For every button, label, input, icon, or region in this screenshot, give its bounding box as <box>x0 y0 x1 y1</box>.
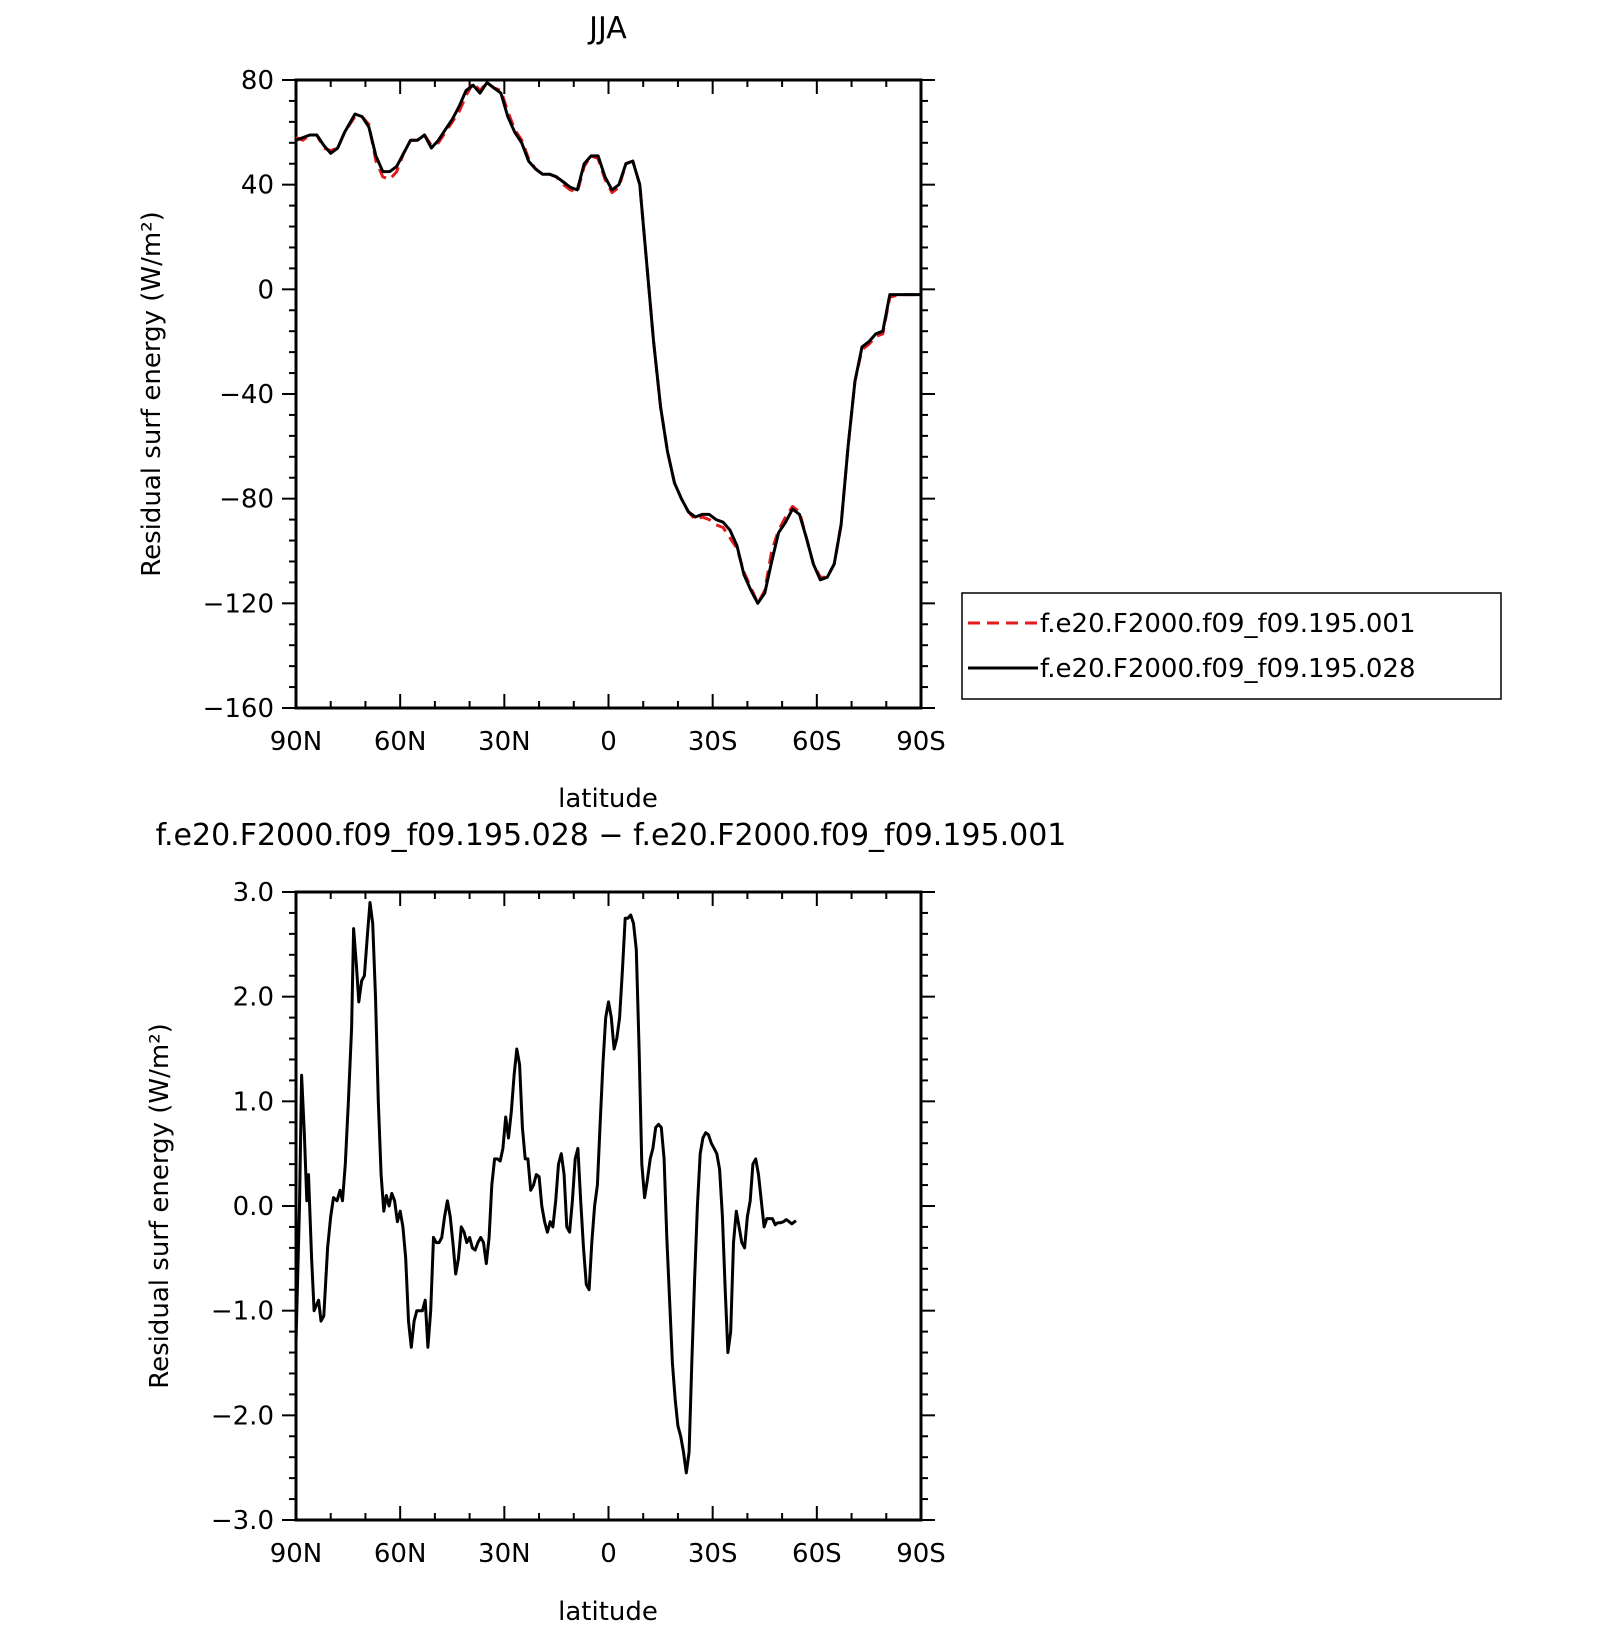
x-tick-label: 60S <box>792 727 842 757</box>
y-tick-label: 0 <box>257 275 274 305</box>
top-plot-frame <box>294 78 923 710</box>
x-tick-label: 0 <box>600 1539 617 1569</box>
x-tick-label: 0 <box>600 727 617 757</box>
bottom-y-axis-title: Residual surf energy (W/m²) <box>145 1023 175 1389</box>
bottom-panel: f.e20.F2000.f09_f09.195.028 − f.e20.F200… <box>145 818 1066 1627</box>
top-series-group <box>295 81 921 605</box>
x-tick-label: 30S <box>688 727 738 757</box>
y-tick-label: −40 <box>219 380 274 410</box>
y-tick-label: 2.0 <box>233 983 274 1013</box>
data-series-line-2 <box>295 81 921 605</box>
bottom-series-group <box>294 901 797 1475</box>
x-tick-label: 90N <box>270 727 323 757</box>
top-tick-marks <box>282 79 935 709</box>
top-chart-title: JJA <box>587 11 627 46</box>
x-tick-label: 30N <box>478 727 531 757</box>
x-tick-label: 90S <box>896 727 946 757</box>
legend-label-series-1: f.e20.F2000.f09_f09.195.001 <box>1040 609 1416 639</box>
y-tick-label: 0.0 <box>233 1192 274 1222</box>
bottom-plot-frame <box>294 890 923 1522</box>
y-tick-label: −2.0 <box>211 1401 274 1431</box>
bottom-chart-title: f.e20.F2000.f09_f09.195.028 − f.e20.F200… <box>156 818 1067 853</box>
data-series-line-1 <box>294 901 797 1475</box>
y-tick-label: −160 <box>203 694 274 724</box>
data-series-line-1 <box>295 81 921 605</box>
x-tick-label: 30S <box>688 1539 738 1569</box>
top-y-axis-title: Residual surf energy (W/m²) <box>137 211 167 577</box>
y-tick-label: 3.0 <box>233 878 274 908</box>
x-tick-label: 60N <box>374 1539 427 1569</box>
y-tick-label: −120 <box>203 589 274 619</box>
y-tick-label: 40 <box>241 171 274 201</box>
top-x-axis-title: latitude <box>558 784 658 814</box>
x-tick-label: 60S <box>792 1539 842 1569</box>
top-legend: f.e20.F2000.f09_f09.195.001 f.e20.F2000.… <box>961 592 1502 700</box>
x-tick-label: 90N <box>270 1539 323 1569</box>
y-tick-label: 80 <box>241 66 274 96</box>
legend-label-series-2: f.e20.F2000.f09_f09.195.028 <box>1040 654 1416 684</box>
y-tick-label: −1.0 <box>211 1297 274 1327</box>
y-tick-label: −80 <box>219 485 274 515</box>
x-tick-label: 60N <box>374 727 427 757</box>
y-tick-label: −3.0 <box>211 1506 274 1536</box>
bottom-x-axis-title: latitude <box>558 1597 658 1627</box>
legend-box <box>961 592 1502 700</box>
y-tick-label: 1.0 <box>233 1087 274 1117</box>
bottom-tick-marks <box>282 891 935 1521</box>
x-tick-label: 90S <box>896 1539 946 1569</box>
x-tick-label: 30N <box>478 1539 531 1569</box>
